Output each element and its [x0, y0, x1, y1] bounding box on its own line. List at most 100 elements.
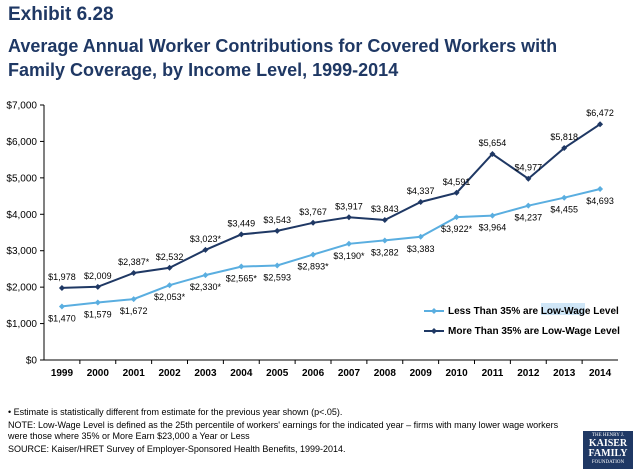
chart-axes: $0 $1,000 $2,000 $3,000 $4,000 $5,000 $6,000 $7…: [6, 101, 618, 379]
y-tick-label: $5,000: [6, 173, 37, 184]
data-label-low: $3,964: [479, 223, 507, 233]
x-tick-label: 1999: [51, 368, 74, 379]
data-label-high: $5,654: [479, 138, 507, 148]
chart-title: Average Annual Worker Contributions for …: [8, 36, 558, 80]
data-point-low: [417, 233, 424, 240]
data-point-high: [274, 227, 281, 234]
x-tick-label: 2008: [374, 368, 397, 379]
data-label-high: $5,818: [550, 132, 578, 142]
data-label-high: $4,591: [443, 177, 471, 187]
exhibit-number: Exhibit 6.28: [8, 4, 114, 25]
data-point-low: [345, 240, 352, 247]
data-point-high: [561, 145, 568, 152]
x-tick-label: 2012: [517, 368, 540, 379]
chart-series: [58, 121, 604, 310]
data-point-high: [453, 189, 460, 196]
y-tick-label: $6,000: [6, 137, 37, 148]
data-point-high: [381, 217, 388, 224]
data-point-high: [166, 264, 173, 271]
x-tick-label: 2014: [589, 368, 612, 379]
y-tick-label: $7,000: [6, 101, 37, 112]
data-point-low: [130, 296, 137, 303]
x-tick-label: 2002: [158, 368, 181, 379]
line-chart: $0 $1,000 $2,000 $3,000 $4,000 $5,000 $6,000 $7…: [6, 101, 620, 380]
x-tick-label: 2009: [410, 368, 433, 379]
data-point-high: [238, 231, 245, 238]
legend-marker-low: [431, 308, 437, 314]
data-point-low: [561, 194, 568, 201]
data-label-high: $3,543: [263, 215, 291, 225]
legend-label-high: More Than 35% are Low-Wage Level: [448, 326, 620, 337]
data-label-high: $3,449: [228, 218, 256, 228]
y-tick-label: $1,000: [6, 319, 37, 330]
legend-highlight: [541, 303, 585, 315]
data-point-low: [597, 186, 604, 193]
data-point-low: [202, 272, 209, 279]
chart-legend: Less Than 35% are Low-Wage Level More Th…: [424, 303, 620, 337]
kaiser-logo: THE HENRY J. KAISER FAMILY FOUNDATION: [583, 431, 633, 469]
x-tick-label: 2006: [302, 368, 325, 379]
data-label-low: $2,593: [263, 273, 291, 283]
data-label-low: $3,190*: [333, 251, 365, 261]
data-point-low: [58, 303, 65, 310]
data-label-high: $3,843: [371, 204, 399, 214]
data-point-low: [489, 212, 496, 219]
data-label-high: $2,387*: [118, 257, 150, 267]
data-label-low: $2,053*: [154, 292, 186, 302]
legend-marker-high: [431, 328, 437, 334]
footnotes: • Estimate is statistically different fr…: [8, 407, 568, 457]
data-point-low: [525, 202, 532, 209]
data-point-high: [94, 283, 101, 290]
x-tick-label: 2005: [266, 368, 289, 379]
data-label-low: $4,693: [586, 196, 614, 206]
data-point-low: [310, 251, 317, 258]
data-label-low: $4,455: [550, 205, 578, 215]
data-label-high: $1,978: [48, 272, 76, 282]
data-point-low: [166, 282, 173, 289]
x-tick-label: 2001: [123, 368, 146, 379]
y-tick-label: $0: [26, 356, 38, 367]
data-label-high: $2,532: [156, 252, 184, 262]
data-label-high: $2,009: [84, 271, 112, 281]
x-tick-label: 2003: [194, 368, 217, 379]
data-label-high: $3,767: [299, 207, 327, 217]
y-tick-label: $4,000: [6, 210, 37, 221]
data-label-high: $3,917: [335, 201, 363, 211]
data-point-low: [381, 237, 388, 244]
data-point-high: [310, 219, 317, 226]
data-point-high: [597, 121, 604, 128]
x-tick-label: 2007: [338, 368, 361, 379]
data-point-low: [453, 214, 460, 221]
data-label-low: $3,383: [407, 244, 435, 254]
data-point-high: [202, 246, 209, 253]
data-label-high: $4,977: [515, 163, 543, 173]
data-label-high: $4,337: [407, 186, 435, 196]
data-point-high: [489, 151, 496, 158]
data-point-low: [274, 262, 281, 269]
series-line-high: [61, 123, 601, 289]
footnote-source: SOURCE: Kaiser/HRET Survey of Employer-S…: [8, 444, 346, 454]
data-label-low: $4,237: [515, 213, 543, 223]
y-tick-label: $2,000: [6, 283, 37, 294]
data-label-low: $2,330*: [190, 282, 222, 292]
footnote-note: NOTE: Low-Wage Level is defined as the 2…: [8, 420, 559, 441]
data-point-high: [58, 284, 65, 291]
legend-label-low: Less Than 35% are Low-Wage Level: [448, 306, 619, 317]
data-label-low: $1,470: [48, 313, 76, 323]
data-label-low: $1,579: [84, 309, 112, 319]
x-tick-label: 2004: [230, 368, 253, 379]
data-label-low: $3,282: [371, 247, 399, 257]
x-tick-label: 2011: [482, 368, 504, 379]
data-point-low: [94, 299, 101, 306]
data-label-low: $2,565*: [226, 274, 258, 284]
chart-data-labels: $1,470 $1,579 $1,672 $2,053* $2,330* $2,565* $…: [48, 108, 614, 323]
x-tick-label: 2010: [445, 368, 468, 379]
data-label-low: $3,922*: [441, 224, 473, 234]
series-line-low: [61, 188, 601, 308]
data-point-high: [130, 270, 137, 277]
data-label-high: $3,023*: [190, 234, 222, 244]
data-label-low: $1,672: [120, 306, 148, 316]
data-point-high: [345, 214, 352, 221]
data-point-high: [417, 199, 424, 206]
data-point-high: [525, 175, 532, 182]
